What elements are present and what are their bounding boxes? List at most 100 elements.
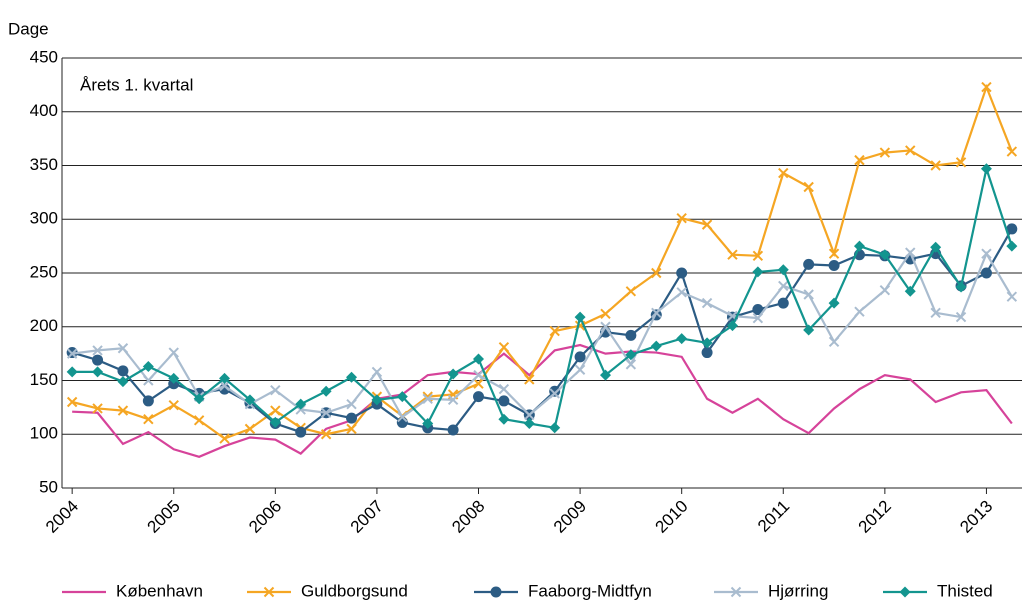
annotation: Årets 1. kvartal <box>80 75 193 94</box>
marker <box>574 351 586 363</box>
marker <box>701 337 713 349</box>
marker <box>778 167 789 179</box>
marker <box>777 264 789 276</box>
marker <box>625 359 637 370</box>
marker <box>117 405 129 416</box>
marker <box>1006 223 1018 235</box>
x-tick-label: 2010 <box>651 497 691 537</box>
marker <box>498 383 510 395</box>
marker <box>854 306 865 317</box>
marker <box>320 429 332 440</box>
y-tick-label: 100 <box>30 424 58 443</box>
y-tick-label: 150 <box>30 370 58 389</box>
marker <box>320 385 332 397</box>
marker <box>524 374 535 385</box>
marker <box>1006 240 1018 252</box>
marker <box>219 372 231 384</box>
x-tick-label: 2013 <box>956 497 996 537</box>
marker <box>473 353 485 365</box>
marker <box>168 347 179 358</box>
marker <box>396 416 408 428</box>
marker <box>676 287 687 298</box>
marker <box>625 286 637 297</box>
marker <box>270 384 281 396</box>
marker <box>650 340 662 352</box>
marker <box>346 371 358 383</box>
marker <box>777 297 789 309</box>
marker <box>651 267 662 279</box>
marker <box>930 241 942 253</box>
marker <box>346 412 358 424</box>
marker <box>244 423 256 435</box>
marker <box>193 393 205 405</box>
marker <box>371 366 383 378</box>
legend-label: Faaborg-Midtfyn <box>528 581 652 600</box>
x-tick-label: 2008 <box>448 497 488 537</box>
y-tick-label: 350 <box>30 155 58 174</box>
marker <box>168 400 179 411</box>
marker <box>981 248 992 259</box>
marker <box>320 407 332 418</box>
marker <box>447 368 459 380</box>
marker <box>955 311 967 323</box>
marker <box>371 394 383 406</box>
marker <box>263 586 275 598</box>
marker <box>930 307 941 318</box>
marker <box>625 329 637 341</box>
marker <box>803 181 814 193</box>
marker <box>752 266 764 278</box>
x-tick-label: 2005 <box>144 497 184 537</box>
marker <box>219 380 230 392</box>
marker <box>1006 291 1018 302</box>
legend-label: København <box>116 581 203 600</box>
marker <box>980 163 992 175</box>
x-tick-label: 2007 <box>347 497 387 537</box>
marker <box>905 145 916 156</box>
marker <box>422 393 433 404</box>
marker <box>676 333 688 345</box>
marker <box>625 349 637 361</box>
marker <box>980 267 992 279</box>
marker <box>498 413 510 425</box>
marker <box>473 369 484 381</box>
marker <box>701 219 713 230</box>
marker <box>854 154 865 166</box>
marker <box>651 307 662 318</box>
marker <box>955 157 967 168</box>
marker <box>447 424 459 436</box>
marker <box>730 586 742 598</box>
marker <box>727 249 738 260</box>
marker <box>143 375 154 386</box>
marker <box>396 391 408 403</box>
y-tick-label: 300 <box>30 209 58 228</box>
x-tick-label: 2011 <box>754 497 793 536</box>
marker <box>92 345 103 356</box>
marker <box>523 418 535 429</box>
marker <box>676 212 687 224</box>
marker <box>574 364 586 375</box>
marker <box>549 385 561 397</box>
marker <box>219 433 230 444</box>
marker <box>524 409 535 421</box>
marker <box>828 248 840 259</box>
marker <box>422 418 434 429</box>
y-tick-label: 200 <box>30 316 58 335</box>
marker <box>905 247 916 258</box>
marker <box>879 147 891 158</box>
marker <box>600 321 611 332</box>
y-axis-label: Dage <box>8 19 49 38</box>
legend-label: Thisted <box>937 581 993 600</box>
x-tick-label: 2009 <box>550 497 590 537</box>
legend-label: Hjørring <box>768 581 828 600</box>
legend-label: Guldborgsund <box>301 581 408 600</box>
marker <box>879 284 891 296</box>
y-tick-label: 400 <box>30 101 58 120</box>
marker <box>490 586 502 598</box>
marker <box>92 366 104 378</box>
marker <box>447 394 459 406</box>
marker <box>828 297 840 309</box>
marker <box>346 423 357 435</box>
marker <box>143 413 154 425</box>
marker <box>549 325 560 337</box>
marker <box>66 366 78 378</box>
